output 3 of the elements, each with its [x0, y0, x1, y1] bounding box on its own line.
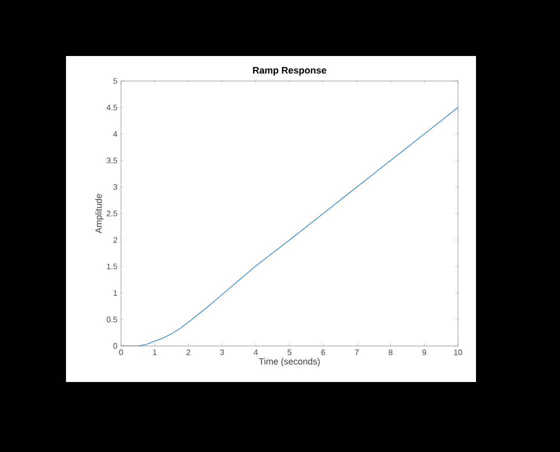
y-axis-title: Amplitude — [95, 194, 104, 234]
x-axis-title: Time (seconds) — [258, 358, 320, 366]
chart-title: Ramp Response — [253, 67, 326, 76]
